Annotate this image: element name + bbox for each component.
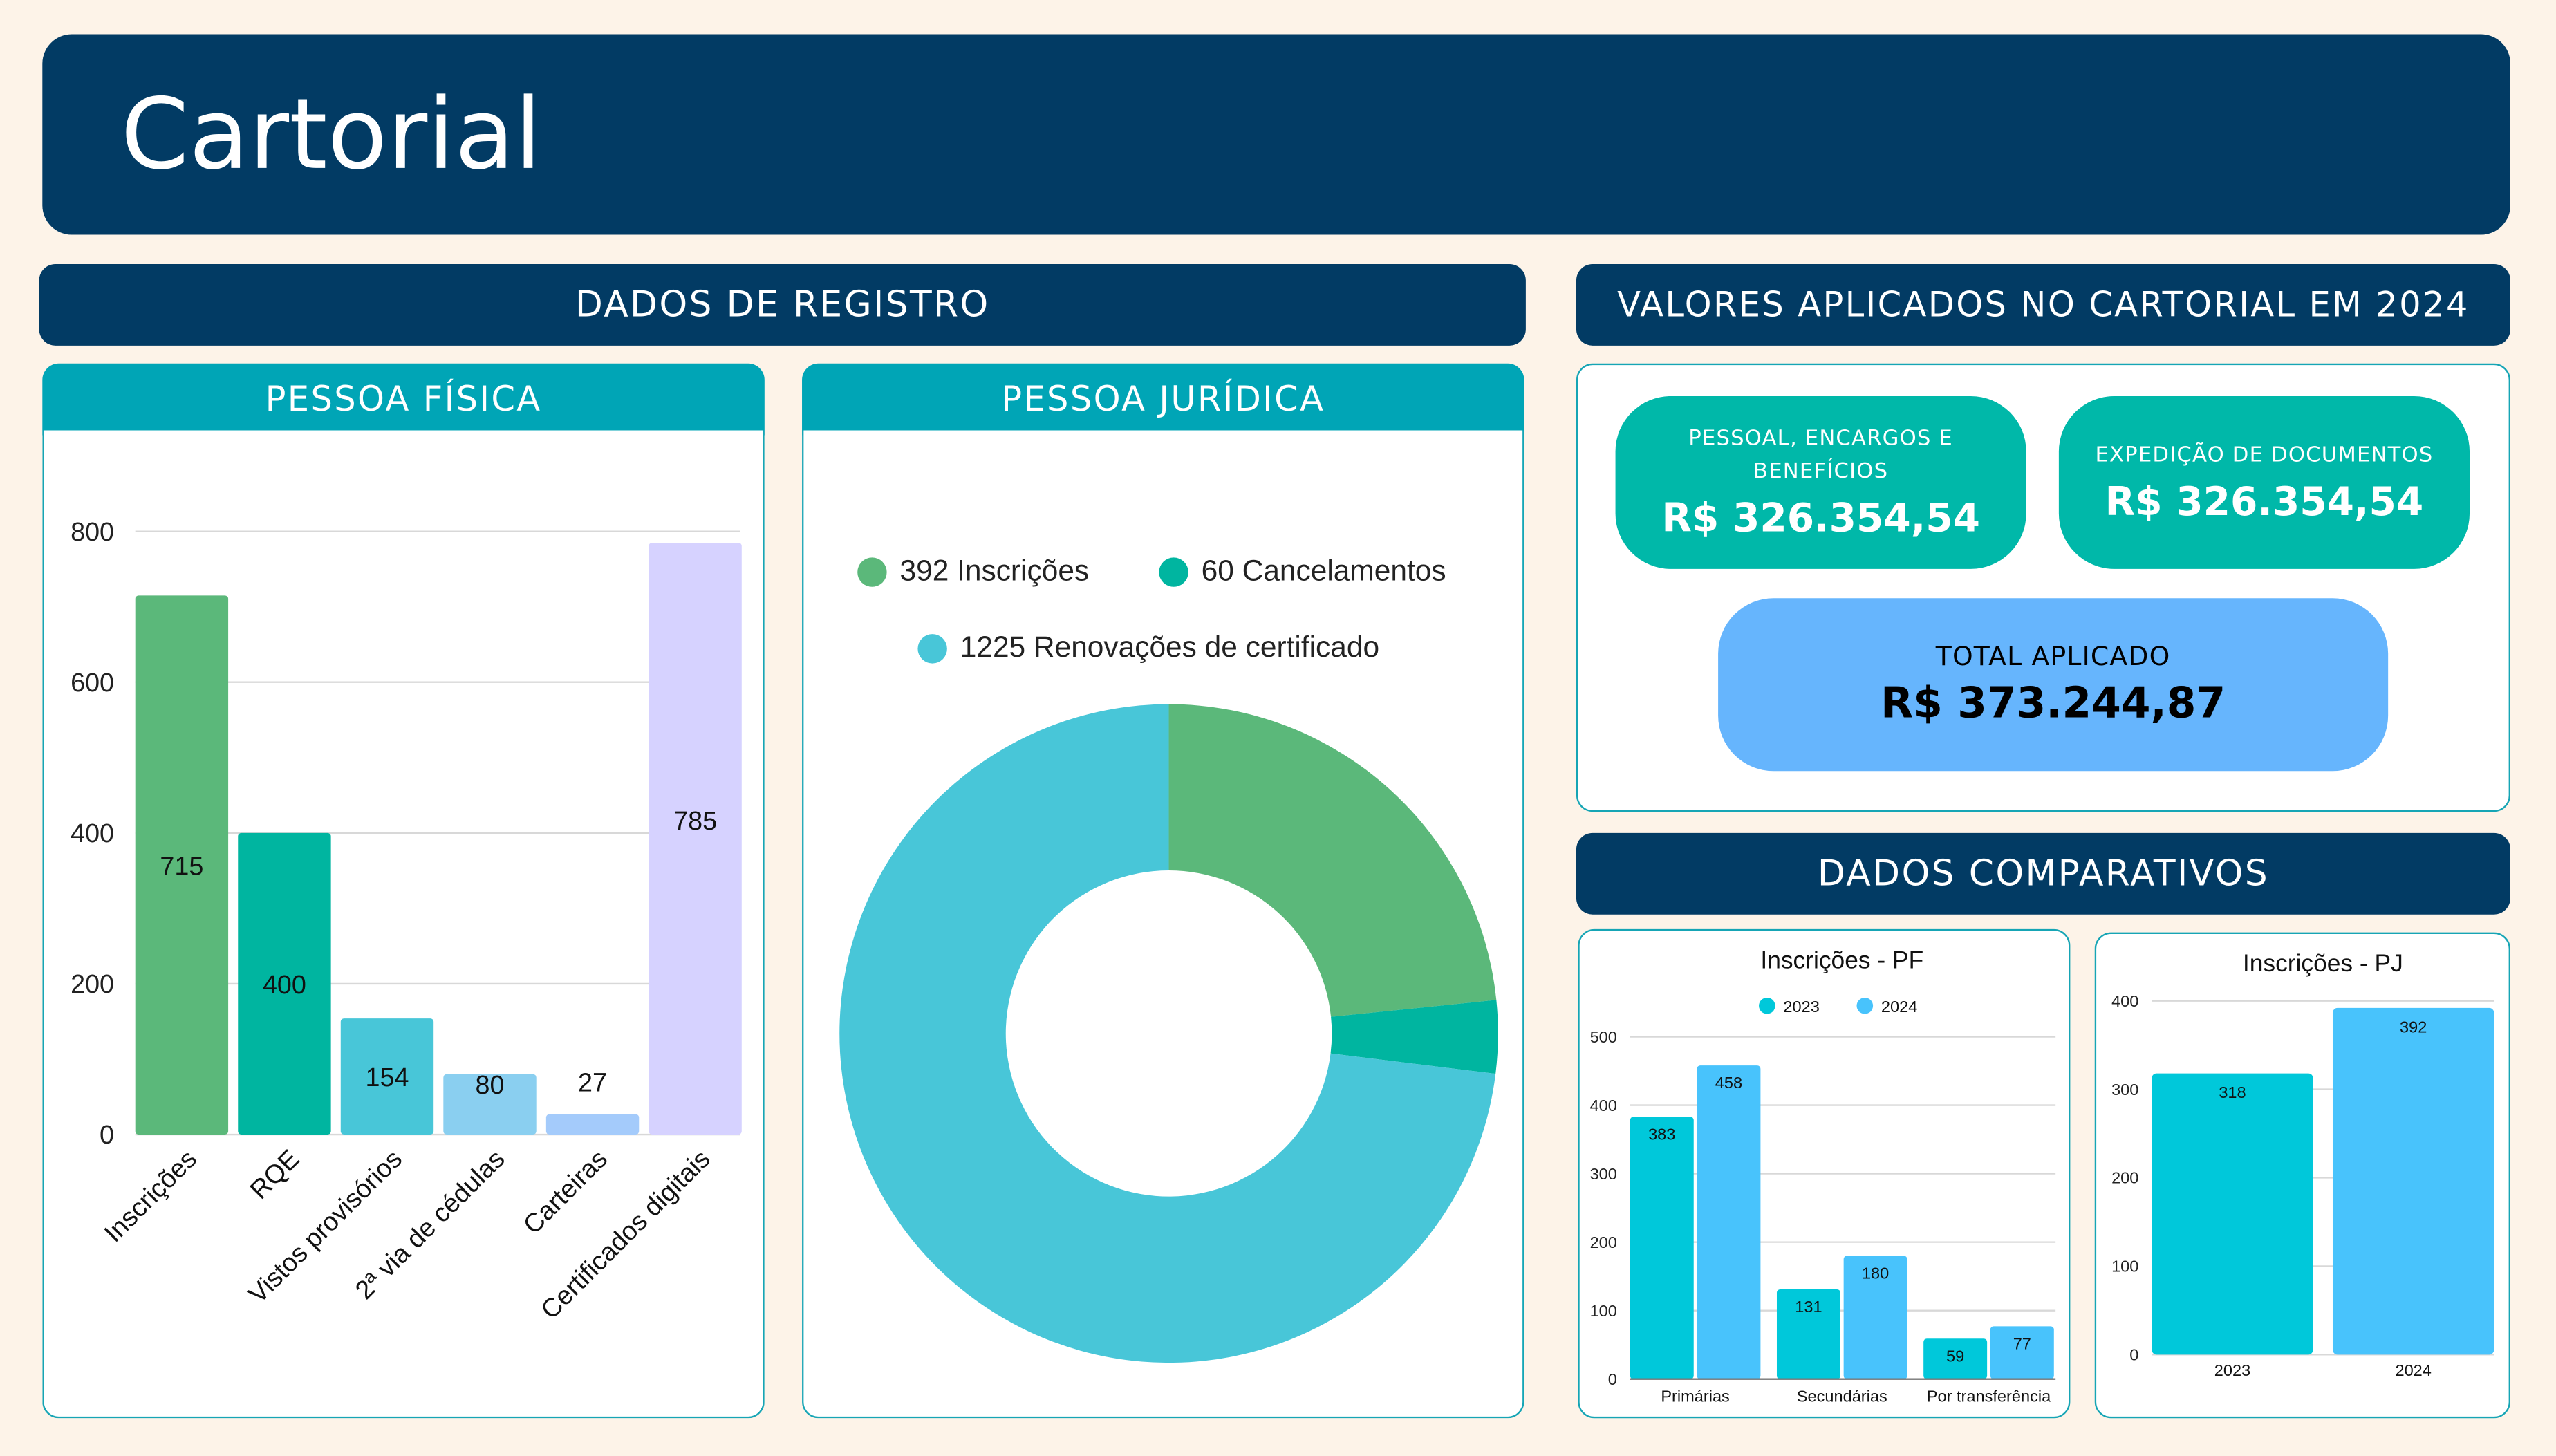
y-tick-label: 200 <box>2111 1168 2138 1186</box>
inscricoes-pf-bar-chart: Inscrições - PF 2023 2024 0 100 200 300 400 500 3… <box>1589 946 2055 1405</box>
bar <box>2151 1072 2313 1354</box>
card-total: TOTAL APLICADO R$ 373.244,87 <box>1718 598 2389 772</box>
bar <box>135 595 229 1135</box>
bar-value-label: 383 <box>1648 1124 1675 1142</box>
bar <box>340 1018 434 1135</box>
y-tick-label: 400 <box>1589 1096 1616 1114</box>
x-tick-label: 2024 <box>2394 1361 2430 1379</box>
bar-value-label: 785 <box>673 806 717 835</box>
pessoa-fisica-bar-chart: 0200400600800715Inscrições400RQE154Visto… <box>71 517 742 1325</box>
donut-slice <box>1330 1000 1498 1074</box>
y-tick-label: 300 <box>1589 1164 1616 1182</box>
bar-value-label: 400 <box>263 970 306 999</box>
y-tick-label: 400 <box>71 819 114 848</box>
x-tick-label: Inscrições <box>98 1144 202 1248</box>
legend-item-inscricoes: 392 Inscrições <box>857 554 1089 589</box>
card-value: R$ 326.354,54 <box>2105 479 2424 525</box>
x-tick-label: Primárias <box>1660 1387 1729 1405</box>
legend-item-cancelamentos: 60 Cancelamentos <box>1159 554 1446 589</box>
title-banner: Cartorial <box>42 34 2510 235</box>
bar-value-label: 180 <box>1861 1263 1888 1281</box>
y-tick-label: 0 <box>2129 1345 2138 1363</box>
chart-title: Inscrições - PJ <box>2242 949 2403 976</box>
bar <box>649 542 742 1135</box>
x-tick-label: Certificados digitais <box>535 1144 716 1325</box>
y-tick-label: 300 <box>2111 1080 2138 1098</box>
legend-label: 392 Inscrições <box>899 554 1090 587</box>
bar <box>1629 1116 1693 1379</box>
legend-dot <box>1856 996 1872 1014</box>
section-header-comparativos: DADOS COMPARATIVOS <box>1576 832 2510 915</box>
x-tick-label: 2023 <box>2214 1361 2250 1379</box>
card-pessoal: PESSOAL, ENCARGOS E BENEFÍCIOS R$ 326.35… <box>1615 395 2026 569</box>
bar-value-label: 27 <box>578 1068 607 1097</box>
legend-dot <box>917 633 947 663</box>
legend-label: 60 Cancelamentos <box>1201 554 1446 587</box>
bar-value-label: 392 <box>2399 1017 2426 1035</box>
card-expedicao: EXPEDIÇÃO DE DOCUMENTOS R$ 326.354,54 <box>2058 395 2470 569</box>
card-value: R$ 373.244,87 <box>1881 680 2226 729</box>
donut-slice <box>839 704 1496 1363</box>
section-header-valores: VALORES APLICADOS NO CARTORIAL EM 2024 <box>1576 263 2510 346</box>
legend-dot <box>1159 557 1188 586</box>
bar <box>1989 1325 2053 1379</box>
legend-dot <box>1757 996 1775 1014</box>
pessoa-juridica-donut-chart <box>839 704 1498 1363</box>
y-tick-label: 100 <box>1589 1301 1616 1319</box>
y-tick-label: 800 <box>71 517 114 546</box>
legend-label: 2023 <box>1782 997 1818 1015</box>
chart-title: Inscrições - PF <box>1760 946 1923 973</box>
bar-value-label: 77 <box>2013 1334 2031 1352</box>
page-title: Cartorial <box>120 77 542 192</box>
legend-label: 1225 Renovações de certificado <box>960 631 1380 664</box>
bar <box>1923 1338 1986 1379</box>
y-tick-label: 200 <box>71 969 114 998</box>
y-tick-label: 0 <box>100 1120 114 1149</box>
y-tick-label: 400 <box>2111 991 2138 1009</box>
bar <box>545 1114 640 1135</box>
y-tick-label: 500 <box>1589 1027 1616 1045</box>
x-tick-label: Por transferência <box>1926 1387 2051 1405</box>
x-tick-label: Carteiras <box>517 1144 613 1240</box>
bar <box>1775 1288 1840 1379</box>
y-tick-label: 200 <box>1589 1233 1616 1251</box>
bar-value-label: 131 <box>1794 1297 1821 1315</box>
bar-value-label: 318 <box>2218 1083 2245 1101</box>
card-label: PESSOAL, ENCARGOS E BENEFÍCIOS <box>1688 427 1953 485</box>
bar-value-label: 154 <box>366 1063 409 1092</box>
card-value: R$ 326.354,54 <box>1661 495 1980 541</box>
inscricoes-pj-bar-chart: Inscrições - PJ 0 100 200 300 400 318 2023 392 20… <box>2111 949 2494 1379</box>
legend-label: 2024 <box>1881 997 1916 1015</box>
bar <box>1843 1255 1907 1379</box>
y-tick-label: 100 <box>2111 1256 2138 1274</box>
pessoa-fisica-panel: 0 200 400 600 800 715 Inscrições 400 RQE 154 Visto… <box>42 430 765 1419</box>
section-header-registro: DADOS DE REGISTRO <box>39 263 1526 346</box>
bar-value-label: 59 <box>1946 1346 1963 1364</box>
bar <box>2331 1007 2494 1354</box>
pessoa-juridica-header: PESSOA JURÍDICA <box>802 363 1524 436</box>
bar-value-label: 80 <box>476 1070 505 1099</box>
x-tick-label: Secundárias <box>1796 1387 1887 1405</box>
card-label: TOTAL APLICADO <box>1935 640 2171 672</box>
x-tick-label: RQE <box>244 1144 305 1205</box>
card-label: EXPEDIÇÃO DE DOCUMENTOS <box>2095 443 2434 468</box>
bar <box>443 1074 537 1135</box>
bar <box>1696 1064 1760 1379</box>
bar-value-label: 458 <box>1715 1073 1742 1091</box>
bar <box>238 832 331 1135</box>
donut-slice <box>1168 704 1497 1017</box>
y-tick-label: 600 <box>71 668 114 697</box>
bar-value-label: 715 <box>160 851 203 880</box>
pessoa-juridica-panel: 392 Inscrições 60 Cancelamentos 1225 Ren… <box>802 430 1524 1419</box>
pessoa-fisica-header: PESSOA FÍSICA <box>42 363 765 436</box>
legend-dot <box>857 557 887 586</box>
legend-item-renovacoes: 1225 Renovações de certificado <box>917 631 1379 665</box>
y-tick-label: 0 <box>1607 1370 1616 1388</box>
comparativo-pj-panel: Inscrições - PJ 0 100 200 300 400 318 2023 392 20… <box>2094 932 2510 1419</box>
comparativo-pf-panel: Inscrições - PF 2023 2024 0 100 200 300 400 500 3… <box>1578 928 2071 1419</box>
